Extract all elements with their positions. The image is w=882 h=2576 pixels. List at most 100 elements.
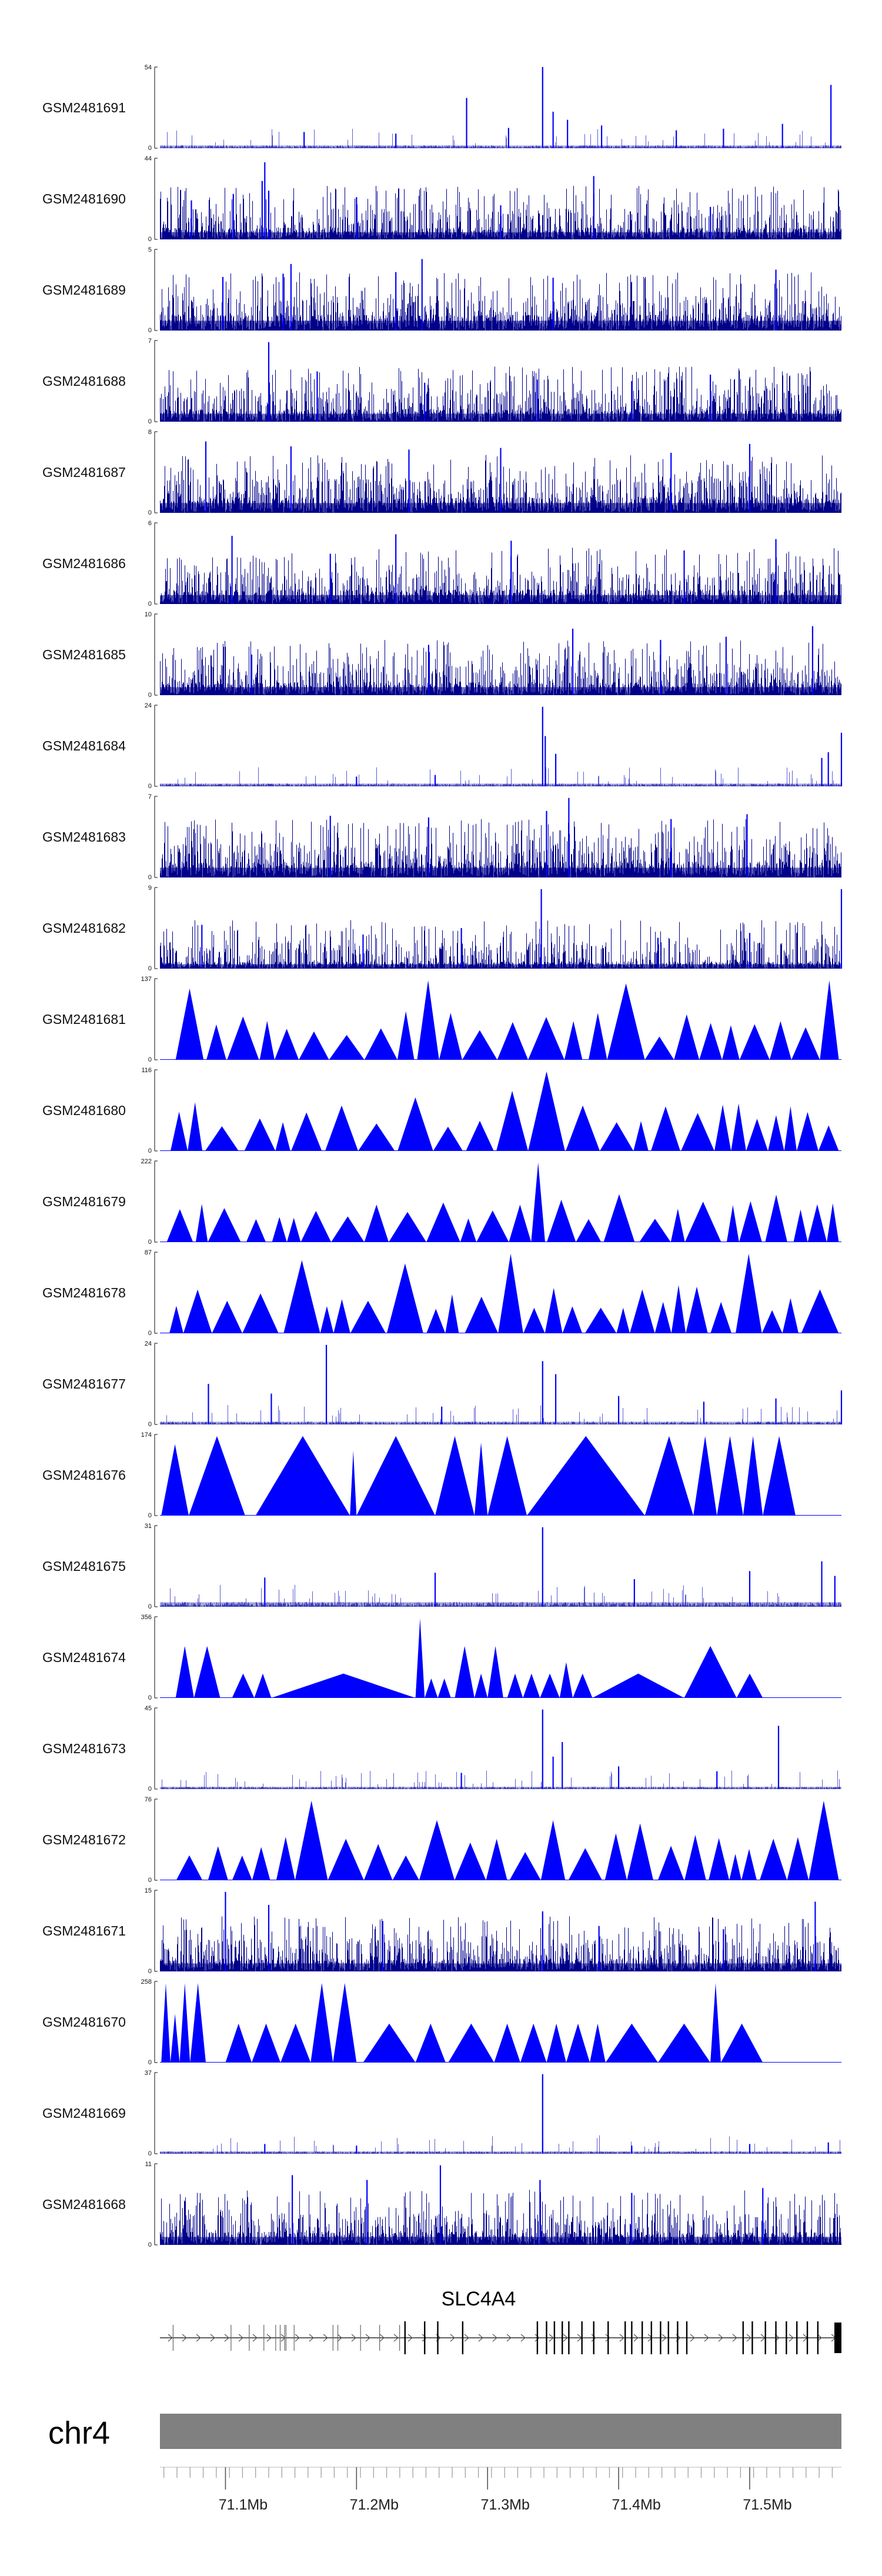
coverage-bars: [160, 767, 841, 786]
coverage-peak: [389, 1212, 427, 1242]
strand-arrow: [450, 2334, 455, 2342]
strand-arrow: [252, 2334, 258, 2342]
coverage-peak: [363, 1844, 393, 1880]
coverage-peak: [644, 1036, 674, 1060]
coverage-peak: [633, 1121, 649, 1151]
coverage-peak: [639, 1219, 671, 1242]
coverage-peak: [439, 1013, 463, 1060]
coverage-peak: [358, 1123, 395, 1151]
track-label: GSM2481690: [42, 191, 126, 206]
coverage-peak: [782, 1298, 799, 1333]
coverage-peak: [333, 1299, 350, 1333]
coverage-peak: [693, 1436, 717, 1516]
strand-arrow: [295, 2334, 300, 2342]
coverage-bars: [160, 1770, 841, 1789]
track-label: GSM2481688: [42, 373, 126, 389]
coverage-peak: [797, 1112, 818, 1151]
coverage-peak: [729, 1854, 741, 1880]
coverage-baseline: [160, 783, 841, 786]
coverage-peak: [175, 1646, 194, 1698]
coverage-peak: [630, 1289, 655, 1333]
coverage-baseline: [160, 321, 841, 331]
strand-arrow: [238, 2334, 243, 2342]
strand-arrow: [309, 2334, 314, 2342]
track-label: GSM2481681: [42, 1012, 126, 1027]
coverage-peak: [684, 1646, 737, 1698]
coverage-peak: [242, 1293, 279, 1333]
coverage-baseline: [160, 964, 841, 969]
track-gsm2481669: GSM2481669 37 0: [42, 2070, 841, 2157]
track-gsm2481682: GSM2481682 9 0: [42, 885, 843, 972]
y-axis-max-label: 45: [145, 1705, 152, 1712]
coverage-peak: [246, 1219, 266, 1242]
y-axis-max-label: 7: [148, 793, 152, 800]
coverage-peak: [731, 1103, 746, 1151]
strand-arrow: [492, 2334, 497, 2342]
coverage-peak: [225, 2023, 252, 2063]
track-gsm2481687: GSM2481687 8 0: [42, 429, 841, 516]
coverage-peak: [674, 1014, 700, 1060]
genomic-axis-label: 71.5Mb: [743, 2497, 791, 2513]
chromosome-label: chr4: [48, 2415, 110, 2451]
track-label: GSM2481674: [42, 1650, 126, 1665]
coverage-peak: [763, 1436, 796, 1516]
coverage-peak: [295, 1800, 328, 1880]
coverage-peak: [276, 1837, 295, 1880]
coverage-peak: [566, 2023, 590, 2063]
coverage-peak: [195, 1204, 208, 1242]
coverage-peak: [455, 1646, 475, 1698]
strand-arrow: [478, 2334, 483, 2342]
coverage-peak: [364, 1204, 389, 1242]
coverage-peak: [793, 1209, 808, 1242]
coverage-peak: [193, 1646, 220, 1698]
coverage-peak: [714, 1105, 731, 1151]
coverage-peak: [603, 1194, 635, 1242]
coverage-bars: [160, 1584, 841, 1607]
track-gsm2481689: GSM2481689 5 0: [42, 246, 841, 334]
coverage-peak: [590, 2023, 606, 2063]
coverage-peak: [433, 1126, 463, 1151]
track-label: GSM2481685: [42, 647, 126, 662]
coverage-peak: [605, 2023, 658, 2063]
coverage-peak: [331, 1216, 365, 1242]
coverage-peak: [721, 1025, 740, 1060]
coverage-peak: [540, 1673, 560, 1698]
coverage-bars: [160, 366, 841, 422]
coverage-peak: [486, 1838, 507, 1880]
coverage-peak: [455, 1843, 486, 1880]
coverage-peak: [206, 1024, 226, 1060]
track-gsm2481681: GSM2481681 137 0: [42, 976, 841, 1063]
coverage-baseline: [160, 1422, 841, 1424]
coverage-peak: [397, 1011, 415, 1060]
coverage-peak: [272, 1217, 287, 1242]
coverage-peak: [523, 1673, 540, 1698]
track-label: GSM2481687: [42, 465, 126, 480]
y-axis-min-label: 0: [148, 692, 152, 699]
coverage-peak: [212, 1300, 243, 1333]
coverage-peak: [179, 1983, 191, 2063]
strand-arrow: [704, 2334, 709, 2342]
coverage-peak: [509, 1852, 541, 1880]
coverage-peak: [254, 1673, 272, 1698]
coverage-peak: [208, 1208, 241, 1242]
strand-arrow: [407, 2334, 413, 2342]
coverage-peak: [426, 1309, 446, 1333]
y-axis-min-label: 0: [148, 600, 152, 608]
coverage-peak: [190, 1983, 206, 2063]
coverage-peak: [743, 1436, 763, 1516]
coverage-peak: [328, 1838, 364, 1880]
y-axis-min-label: 0: [148, 874, 152, 881]
coverage-peak: [671, 1285, 686, 1333]
track-label: GSM2481683: [42, 829, 126, 845]
coverage-peak: [686, 1286, 708, 1333]
track-label: GSM2481680: [42, 1103, 126, 1118]
strand-arrow: [605, 2334, 610, 2342]
track-label: GSM2481678: [42, 1285, 126, 1300]
coverage-peak: [604, 1833, 627, 1880]
strand-arrow: [379, 2334, 385, 2342]
coverage-peak: [736, 1673, 763, 1698]
coverage-peak: [255, 1436, 350, 1516]
coverage-peak: [208, 1846, 228, 1880]
coverage-peak: [559, 1662, 573, 1698]
